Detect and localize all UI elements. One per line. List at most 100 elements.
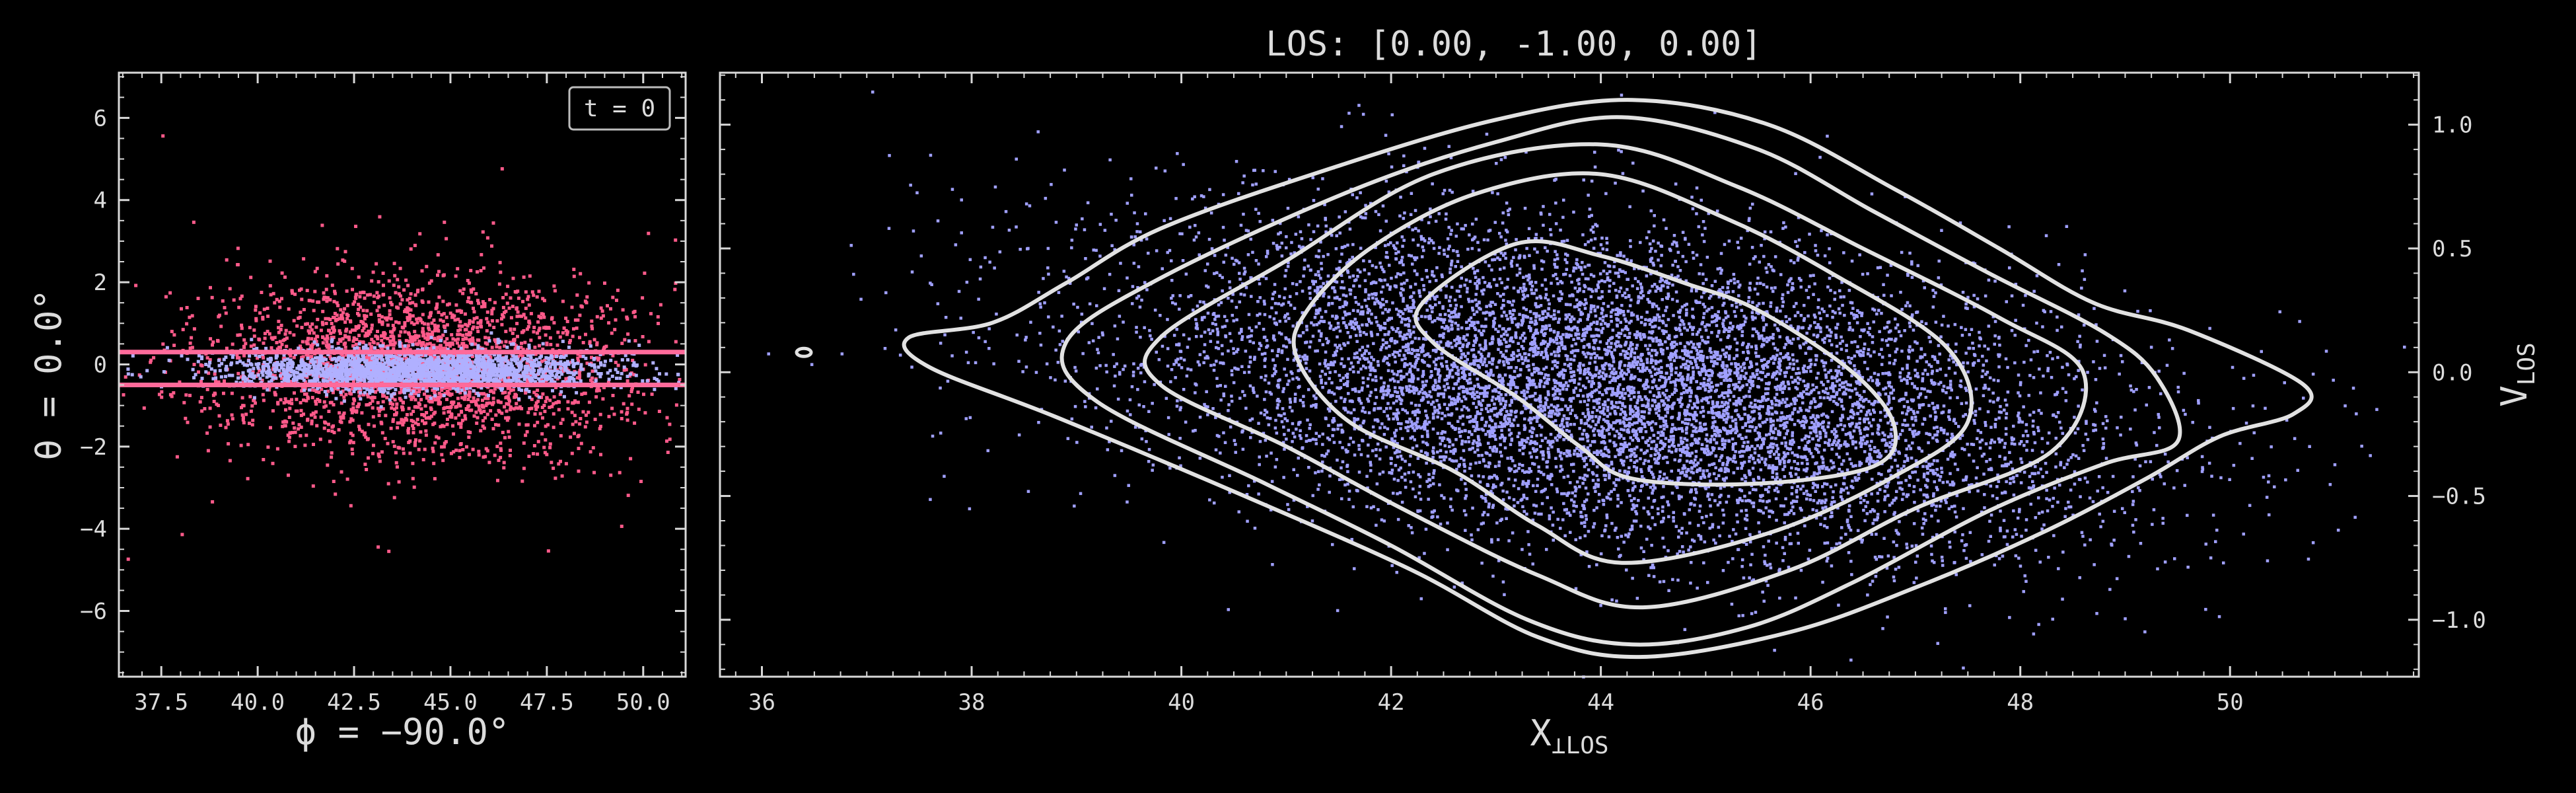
left-point-s1 <box>402 363 405 367</box>
left-point-s1 <box>417 361 421 365</box>
left-point-s0 <box>581 341 585 344</box>
left-point-s1 <box>522 377 526 381</box>
left-point-s0 <box>318 399 322 403</box>
left-point-s0 <box>437 311 441 315</box>
left-point-s1 <box>419 352 423 356</box>
left-point-s1 <box>326 379 330 383</box>
left-point-s1 <box>522 357 526 360</box>
left-point-s1 <box>388 360 392 364</box>
left-point-s0 <box>591 446 595 450</box>
left-point-s0 <box>330 430 334 433</box>
left-point-s1 <box>477 358 481 361</box>
left-point-s1 <box>367 361 371 365</box>
left-point-s0 <box>330 326 334 330</box>
left-point-s1 <box>496 341 500 344</box>
left-point-s0 <box>503 344 507 348</box>
left-point-s0 <box>408 297 411 301</box>
left-point-s0 <box>445 315 448 319</box>
left-point-s1 <box>420 375 424 379</box>
left-point-s0 <box>336 318 340 321</box>
left-point-s0 <box>281 420 285 424</box>
left-point-s1 <box>446 371 450 375</box>
left-point-s0 <box>343 321 347 324</box>
left-point-s1 <box>482 359 486 363</box>
left-point-s0 <box>211 343 214 347</box>
right-point <box>2037 471 2040 474</box>
left-point-s0 <box>508 340 512 344</box>
left-point-s0 <box>507 306 511 310</box>
left-point-s0 <box>438 381 442 385</box>
left-point-s0 <box>454 416 458 420</box>
left-point-s0 <box>365 309 369 313</box>
left-point-s0 <box>349 408 353 412</box>
left-point-s0 <box>319 328 323 332</box>
left-point-s0 <box>398 391 402 395</box>
left-point-s1 <box>505 355 509 359</box>
left-point-s0 <box>585 361 589 365</box>
left-point-s0 <box>399 330 403 334</box>
left-point-s0 <box>280 342 284 346</box>
left-point-s1 <box>265 375 269 379</box>
left-point-s0 <box>610 331 614 335</box>
left-axes-frame <box>118 71 687 678</box>
left-point-s0 <box>463 312 467 316</box>
left-point-s0 <box>467 453 471 457</box>
left-point-s1 <box>415 356 419 360</box>
left-point-s0 <box>325 340 329 344</box>
left-point-s1 <box>406 371 410 375</box>
left-point-s0 <box>345 477 349 481</box>
left-point-s0 <box>425 396 429 400</box>
left-point-s1 <box>479 374 483 378</box>
left-point-s0 <box>328 318 332 321</box>
left-point-s0 <box>343 259 347 263</box>
left-point-s0 <box>351 387 355 391</box>
left-point-s1 <box>217 358 221 362</box>
left-point-s1 <box>369 366 373 370</box>
left-point-s1 <box>373 373 377 377</box>
left-point-s0 <box>407 406 411 410</box>
left-point-s0 <box>423 336 427 340</box>
left-point-s0 <box>559 459 562 463</box>
left-point-s0 <box>363 314 367 318</box>
left-point-s0 <box>493 453 497 457</box>
left-point-s0 <box>674 340 678 344</box>
left-point-s0 <box>395 402 399 406</box>
left-point-s0 <box>494 423 497 427</box>
left-point-s0 <box>630 387 634 391</box>
left-point-s0 <box>267 388 271 392</box>
right-point <box>1179 406 1182 409</box>
left-point-s0 <box>546 423 550 427</box>
left-point-s0 <box>298 346 302 350</box>
left-point-s0 <box>225 419 229 423</box>
left-point-s0 <box>636 391 640 394</box>
left-point-s1 <box>653 377 657 381</box>
left-point-s0 <box>355 326 359 330</box>
left-point-s0 <box>561 369 565 373</box>
left-point-s0 <box>639 480 643 483</box>
left-point-s0 <box>324 404 328 408</box>
left-point-s0 <box>659 303 662 307</box>
left-point-s0 <box>206 449 210 453</box>
left-point-s0 <box>577 469 581 473</box>
left-point-s0 <box>585 295 589 299</box>
left-point-s1 <box>490 359 494 363</box>
left-point-s1 <box>395 367 399 371</box>
left-point-s0 <box>208 425 212 429</box>
left-point-s0 <box>536 452 540 456</box>
left-point-s1 <box>283 358 287 362</box>
left-point-s1 <box>312 340 316 344</box>
left-point-s1 <box>505 371 509 375</box>
left-point-s0 <box>308 325 312 329</box>
right-point <box>1583 338 1586 341</box>
left-point-s1 <box>236 376 240 380</box>
left-point-s0 <box>386 441 390 445</box>
left-point-s1 <box>509 342 513 346</box>
left-point-s1 <box>355 346 359 350</box>
left-point-s0 <box>329 331 333 335</box>
left-point-s0 <box>205 356 209 359</box>
left-point-s0 <box>419 407 423 411</box>
left-point-s1 <box>357 359 361 363</box>
left-point-s0 <box>526 410 530 414</box>
left-point-s0 <box>541 392 545 396</box>
